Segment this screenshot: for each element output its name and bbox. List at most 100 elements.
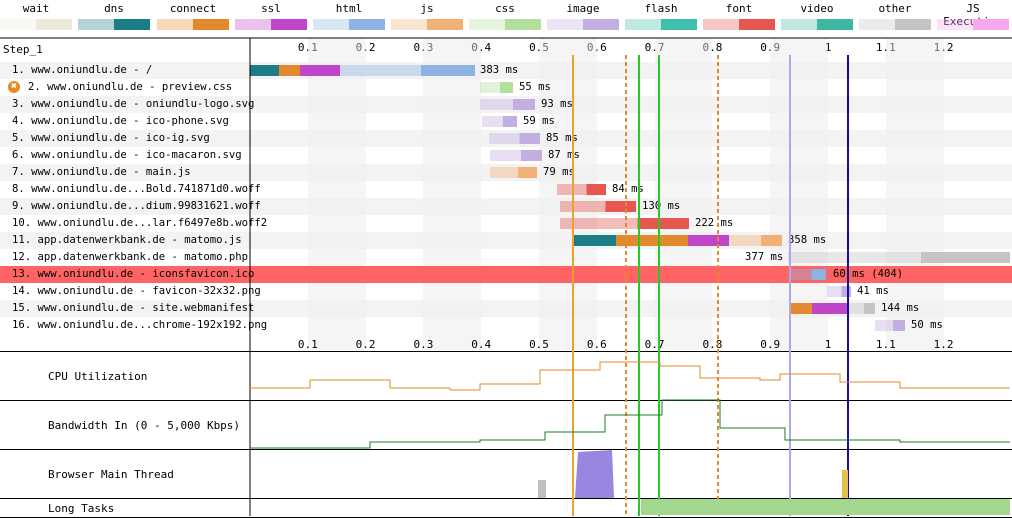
timing-bar-css [480,82,513,93]
legend-item-other: other [859,2,931,30]
timing-bar-image [875,320,905,331]
axis-tick: 0.5 [529,41,549,54]
long-tasks-label: Long Tasks [48,502,115,515]
legend-item-js-execution: JS Execution [937,2,1009,30]
legend-swatch [937,19,1009,30]
legend-label: js [420,2,434,15]
axis-tick: 0.7 [644,41,665,54]
request-row[interactable] [0,198,1012,215]
legend-label: flash [644,2,678,15]
axis-tick: 0.3 [413,41,434,54]
timing-bar-connect [790,303,812,314]
legend-item-font: font [703,2,775,30]
timing-bar-font [560,201,636,212]
legend-swatch [391,19,463,30]
axis-tick: 0.3 [413,338,434,351]
legend-item-wait: wait [0,2,72,30]
grid-column [654,38,713,350]
legend-swatch [547,19,619,30]
grid-column [885,38,944,350]
request-duration: 84 ms [612,183,644,195]
legend: wait dns connect ssl html js css image flash font… [0,0,1012,32]
main-thread-label: Browser Main Thread [48,468,174,481]
request-label: 9. www.oniundlu.de...dium.99831621.woff [12,200,261,212]
axis-tick: 0.5 [529,338,549,351]
legend-label: video [800,2,834,15]
request-label: 1. www.oniundlu.de - / [12,64,153,76]
request-duration: 41 ms [857,285,889,297]
request-label: 10. www.oniundlu.de...lar.f6497e8b.woff2 [12,217,268,229]
request-label: 14. www.oniundlu.de - favicon-32x32.png [12,285,261,297]
request-label: 6. www.oniundlu.de - ico-macaron.svg [12,149,242,161]
grid-column [423,38,482,350]
request-duration: 50 ms [911,319,943,331]
request-duration: 383 ms [480,64,519,76]
timing-bar-ssl [812,303,848,314]
legend-swatch [469,19,541,30]
legend-swatch [859,19,931,30]
request-duration: 144 ms [881,302,920,314]
axis-tick: 0.8 [702,41,723,54]
request-duration: 60 ms (404) [833,268,904,280]
legend-item-css: css [469,2,541,30]
legend-swatch [235,19,307,30]
request-duration: 93 ms [541,98,573,110]
axis-tick: 1.1 [875,41,896,54]
legend-swatch [781,19,853,30]
legend-label: dns [104,2,124,15]
cpu-panel: CPU Utilization [0,351,1012,401]
bandwidth-panel: Bandwidth In (0 - 5,000 Kbps) [0,400,1012,450]
bandwidth-label: Bandwidth In (0 - 5,000 Kbps) [48,419,241,432]
request-duration: 87 ms [548,149,580,161]
request-duration: 79 ms [543,166,575,178]
long-tasks-panel: Long Tasks [0,498,1012,518]
timing-bar-image [480,99,535,110]
axis-tick: 1 [824,41,832,54]
legend-label: ssl [261,2,281,15]
request-duration: 130 ms [642,200,681,212]
timing-bar-html [340,65,475,76]
axis-tick: 0.2 [355,338,376,351]
request-label: 2. www.oniundlu.de - preview.css [28,81,233,93]
legend-label: font [725,2,753,15]
timing-bar-font [557,184,606,195]
timing-bar-ssl [688,235,729,246]
request-label: 7. www.oniundlu.de - main.js [12,166,191,178]
axis-tick: 0.9 [760,41,781,54]
legend-label: wait [22,2,50,15]
axis-tick: 0.4 [471,41,492,54]
legend-swatch [157,19,229,30]
legend-item-video: video [781,2,853,30]
legend-item-connect: connect [157,2,229,30]
axis-tick: 0.8 [702,338,723,351]
request-label: 4. www.oniundlu.de - ico-phone.svg [12,115,229,127]
request-label: 13. www.oniundlu.de - iconsfavicon.ico [12,268,255,280]
request-label: 12. app.datenwerkbank.de - matomo.php [12,251,248,263]
cpu-label: CPU Utilization [48,370,148,383]
legend-label: html [335,2,363,15]
timing-bar-image [827,286,851,297]
request-label: 15. www.oniundlu.de - site.webmanifest [12,302,255,314]
axis-tick: 0.6 [586,338,607,351]
request-label: 8. www.oniundlu.de...Bold.741871d0.woff [12,183,261,195]
request-row-error[interactable] [0,266,1012,283]
axis-tick: 1.2 [933,41,954,54]
axis-tick: 0.6 [586,41,607,54]
time-axis-top: 0.1 0.2 0.3 0.4 0.5 0.6 0.7 0.8 0.9 1 1.1 1.2 [250,41,1012,57]
request-duration: 85 ms [546,132,578,144]
legend-label: image [566,2,600,15]
timing-bar-other [788,252,1010,263]
legend-item-dns: dns [78,2,150,30]
timing-bar-ssl [300,65,340,76]
request-duration: 55 ms [519,81,551,93]
timing-bar-dns [572,235,616,246]
axis-tick: 0.2 [355,41,376,54]
axis-tick: 0.4 [471,338,492,351]
axis-tick: 1.2 [933,338,954,351]
legend-swatch [703,19,775,30]
legend-swatch [0,19,72,30]
request-duration: 59 ms [523,115,555,127]
request-row[interactable] [0,300,1012,317]
axis-tick: 0.9 [760,338,781,351]
main-thread-panel: Browser Main Thread [0,449,1012,499]
